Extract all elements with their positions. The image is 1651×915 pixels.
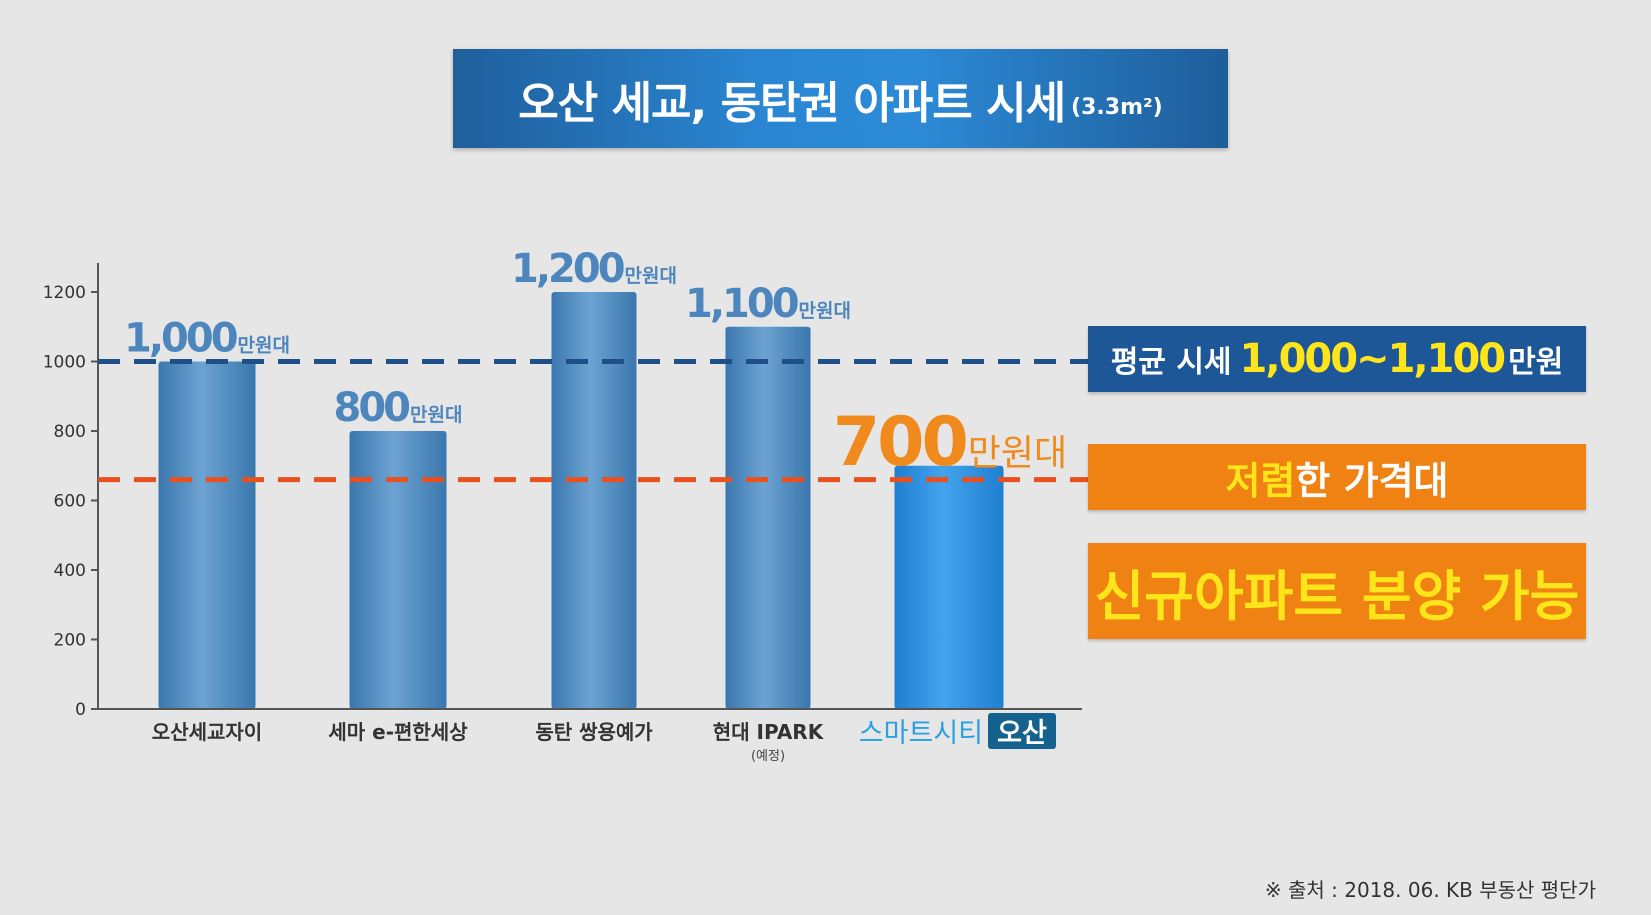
cheap-rest: 한 가격대	[1295, 458, 1449, 503]
bars-layer	[158, 292, 1004, 709]
value-label-1: 800 만원대	[334, 385, 463, 431]
avg-suffix: 만원	[1508, 345, 1564, 380]
y-tick-label-3: 600	[54, 492, 86, 512]
value-label-4: 700만원대	[833, 403, 1067, 482]
avg-prefix: 평균 시세	[1110, 345, 1232, 380]
y-tick-label-0: 0	[75, 700, 86, 720]
bar-0	[158, 361, 256, 709]
y-tick-label-1: 200	[54, 631, 86, 651]
value-label-0: 1,000 만원대	[124, 316, 290, 362]
cheap-highlight: 저렴	[1225, 458, 1296, 503]
x-category-label-4: 스마트시티	[859, 718, 983, 749]
value-label-2: 1,200 만원대	[511, 246, 677, 292]
x-category-label-1: 세마 e-편한세상	[328, 720, 468, 744]
x-category-badge-label: 오산	[997, 718, 1047, 749]
y-tick-label-4: 800	[54, 422, 86, 442]
chart-title-unit: (3.3m²)	[1071, 95, 1163, 120]
average-price-callout: 평균 시세 1,000~1,100 만원	[1088, 326, 1586, 392]
avg-value: 1,000~1,100	[1239, 336, 1507, 382]
x-category-sublabel-3: (예정)	[751, 749, 785, 764]
reference-lines-layer	[98, 359, 1088, 483]
chart-title-banner: 오산 세교, 동탄권 아파트 시세 (3.3m²)	[453, 49, 1228, 148]
affordable-price-callout: 저렴 한 가격대	[1088, 444, 1586, 510]
y-tick-label-2: 400	[54, 561, 86, 581]
new-apartment-callout: 신규아파트 분양 가능	[1088, 543, 1586, 639]
new-apt-text: 신규아파트 분양 가능	[1094, 564, 1580, 628]
x-category-badge	[988, 713, 1056, 749]
bar-3	[725, 326, 811, 709]
y-tick-label-6: 1200	[43, 283, 86, 303]
axes-layer: 0 200 400 600 800 1000 1200	[43, 263, 1082, 720]
x-category-label-0: 오산세교자이	[152, 720, 262, 744]
source-note: ※ 출처 : 2018. 06. KB 부동산 평단가	[1264, 878, 1596, 902]
x-category-label-2: 동탄 쌍용예가	[535, 720, 653, 744]
bar-1	[349, 431, 447, 709]
value-label-3: 1,100 만원대	[685, 281, 851, 327]
y-tick-label-5: 1000	[43, 353, 86, 373]
chart-title: 오산 세교, 동탄권 아파트 시세	[518, 77, 1066, 129]
x-category-label-3: 현대 IPARK	[713, 720, 825, 744]
bar-2	[551, 292, 637, 709]
bar-4	[894, 465, 1004, 709]
